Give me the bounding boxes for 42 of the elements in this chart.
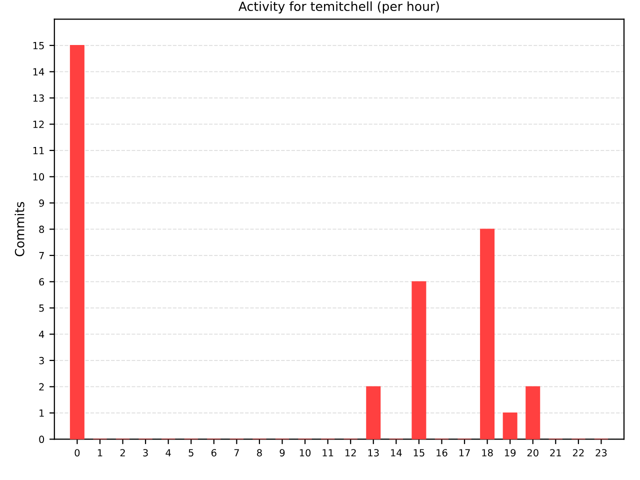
x-tick-label: 3 xyxy=(143,449,148,456)
chart-title: Activity for temitchell (per hour) xyxy=(238,1,439,14)
x-tick-label: 0 xyxy=(74,449,80,456)
x-tick-label: 12 xyxy=(345,449,356,456)
y-tick-label: 14 xyxy=(33,68,44,76)
x-tick-label: 20 xyxy=(527,449,538,456)
y-axis-title: Commits xyxy=(14,202,24,256)
y-tick-label: 15 xyxy=(33,42,44,50)
x-tick-label: 22 xyxy=(572,449,584,456)
x-tick-label: 2 xyxy=(120,449,125,456)
y-tick-label: 7 xyxy=(39,252,44,260)
y-tick-label: 4 xyxy=(38,330,44,338)
x-tick-label: 17 xyxy=(459,449,470,456)
y-tick-label: 8 xyxy=(39,226,44,234)
y-tick-label: 13 xyxy=(33,94,44,102)
y-tick-label: 1 xyxy=(40,410,44,417)
y-tick-label: 9 xyxy=(39,199,44,207)
x-tick-label: 10 xyxy=(300,449,311,456)
x-tick-label: 5 xyxy=(188,449,194,456)
x-tick-label: 18 xyxy=(482,449,493,456)
y-tick-label: 11 xyxy=(33,147,44,154)
x-tick-label: 21 xyxy=(550,449,561,456)
x-tick-label: 8 xyxy=(257,449,262,456)
y-tick-label: 5 xyxy=(39,304,44,312)
y-tick-label: 0 xyxy=(39,436,44,444)
x-tick-label: 16 xyxy=(436,449,448,456)
y-tick-label: 10 xyxy=(33,173,44,181)
x-tick-label: 1 xyxy=(98,449,102,456)
x-tick-label: 9 xyxy=(280,449,285,456)
x-tick-label: 19 xyxy=(504,449,516,456)
y-tick-label: 6 xyxy=(39,278,44,286)
x-tick-label: 4 xyxy=(166,449,171,456)
x-tick-label: 23 xyxy=(596,449,607,456)
x-tick-label: 7 xyxy=(234,449,239,456)
y-tick-label: 2 xyxy=(39,383,44,390)
y-tick-label: 12 xyxy=(33,120,44,128)
x-tick-label: 6 xyxy=(211,449,216,456)
x-tick-label: 13 xyxy=(368,449,379,456)
x-tick-label: 11 xyxy=(322,449,334,456)
x-tick-label: 14 xyxy=(391,449,402,456)
y-tick-label: 3 xyxy=(39,356,44,364)
x-tick-label: 15 xyxy=(414,449,424,456)
